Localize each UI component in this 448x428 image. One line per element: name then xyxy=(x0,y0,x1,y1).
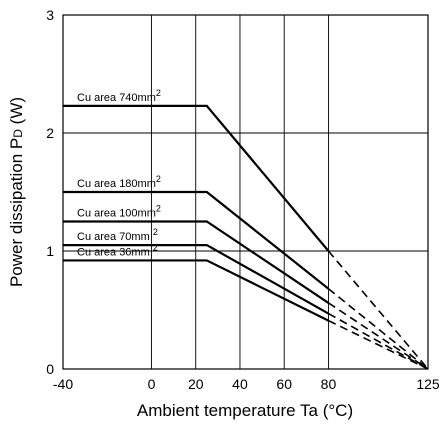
y-tick-label: 1 xyxy=(46,243,54,259)
y-axis-label-unit: (W) xyxy=(7,97,26,129)
y-tick-labels: 0 1 2 3 xyxy=(46,7,54,377)
x-tick-label: -40 xyxy=(53,376,73,392)
x-tick-label: 60 xyxy=(276,376,292,392)
series-extrapolation-2 xyxy=(328,302,429,370)
x-tick-labels: -40 0 20 40 60 80 125 xyxy=(53,376,440,392)
series-line-4 xyxy=(63,259,329,322)
series-line-2 xyxy=(63,220,330,304)
series-label-0: Cu area 740mm2 xyxy=(77,88,161,104)
series-label-sup: 2 xyxy=(156,204,161,214)
x-tick-label: 20 xyxy=(188,376,204,392)
series-extrapolation-3 xyxy=(328,312,429,370)
series-label-4: Cu area 36mm 2 xyxy=(77,242,158,258)
series-label-name: Cu area 36mm xyxy=(77,246,153,258)
x-tick-label: 0 xyxy=(148,376,156,392)
x-axis-label: Ambient temperature Ta (°C) xyxy=(137,401,353,420)
series-label-sup: 2 xyxy=(153,242,158,252)
series-lines xyxy=(63,104,429,370)
y-axis-label: Power dissipation PD (W) xyxy=(7,97,26,287)
y-tick-label: 2 xyxy=(46,125,54,141)
series-label-3: Cu area 70mm 2 xyxy=(77,227,158,243)
y-axis-label-main: Power dissipation P xyxy=(7,138,26,287)
series-label-2: Cu area 100mm2 xyxy=(77,204,161,220)
series-label-name: Cu area 740mm xyxy=(77,92,156,104)
y-axis-label-subscript: D xyxy=(11,129,25,138)
series-label-1: Cu area 180mm2 xyxy=(77,174,161,190)
series-extrapolation-1 xyxy=(327,288,429,370)
series-label-sup: 2 xyxy=(156,88,161,98)
series-line-3 xyxy=(63,244,329,315)
series-line-1 xyxy=(63,190,330,290)
x-tick-label: 125 xyxy=(416,376,440,392)
series-label-sup: 2 xyxy=(156,174,161,184)
series-label-name: Cu area 180mm xyxy=(77,178,156,190)
series-label-name: Cu area 70mm xyxy=(77,231,153,243)
series-label-name: Cu area 100mm xyxy=(77,208,156,220)
series-line-0 xyxy=(63,104,330,252)
series-extrapolation-4 xyxy=(328,319,429,370)
gridlines xyxy=(63,15,428,369)
x-tick-label: 80 xyxy=(321,376,337,392)
series-label-sup: 2 xyxy=(153,227,158,237)
x-tick-label: 40 xyxy=(232,376,248,392)
y-tick-label: 3 xyxy=(46,7,54,23)
y-tick-label: 0 xyxy=(46,361,54,377)
